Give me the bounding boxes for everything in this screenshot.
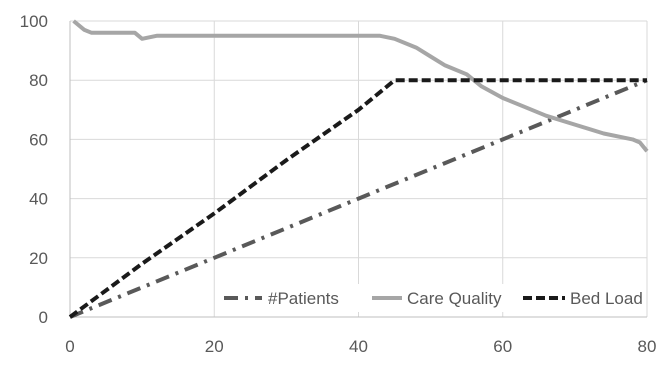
y-tick-label-20: 20 xyxy=(29,249,48,268)
y-tick-label-0: 0 xyxy=(39,308,48,327)
tick-labels: 0 20 40 60 80 100 0 20 40 60 80 xyxy=(20,12,657,356)
y-tick-label-80: 80 xyxy=(29,71,48,90)
series-line-care-quality xyxy=(72,19,649,153)
legend-background xyxy=(218,284,644,312)
series-line-patients xyxy=(69,78,648,319)
series-line-bed-load xyxy=(68,78,647,319)
y-tick-label-40: 40 xyxy=(29,190,48,209)
legend-label-patients: #Patients xyxy=(268,289,339,308)
legend-label-bed-load: Bed Load xyxy=(570,289,643,308)
y-tick-label-60: 60 xyxy=(29,130,48,149)
x-tick-label-80: 80 xyxy=(638,337,657,356)
legend-label-care-quality: Care Quality xyxy=(407,289,502,308)
x-tick-label-20: 20 xyxy=(205,337,224,356)
y-tick-label-100: 100 xyxy=(20,12,48,31)
x-tick-label-40: 40 xyxy=(349,337,368,356)
x-tick-label-60: 60 xyxy=(493,337,512,356)
series-layer xyxy=(68,19,649,319)
axes xyxy=(69,21,647,318)
gridlines xyxy=(69,20,648,318)
legend: #Patients Care Quality Bed Load xyxy=(218,284,644,312)
x-tick-label-0: 0 xyxy=(65,337,74,356)
